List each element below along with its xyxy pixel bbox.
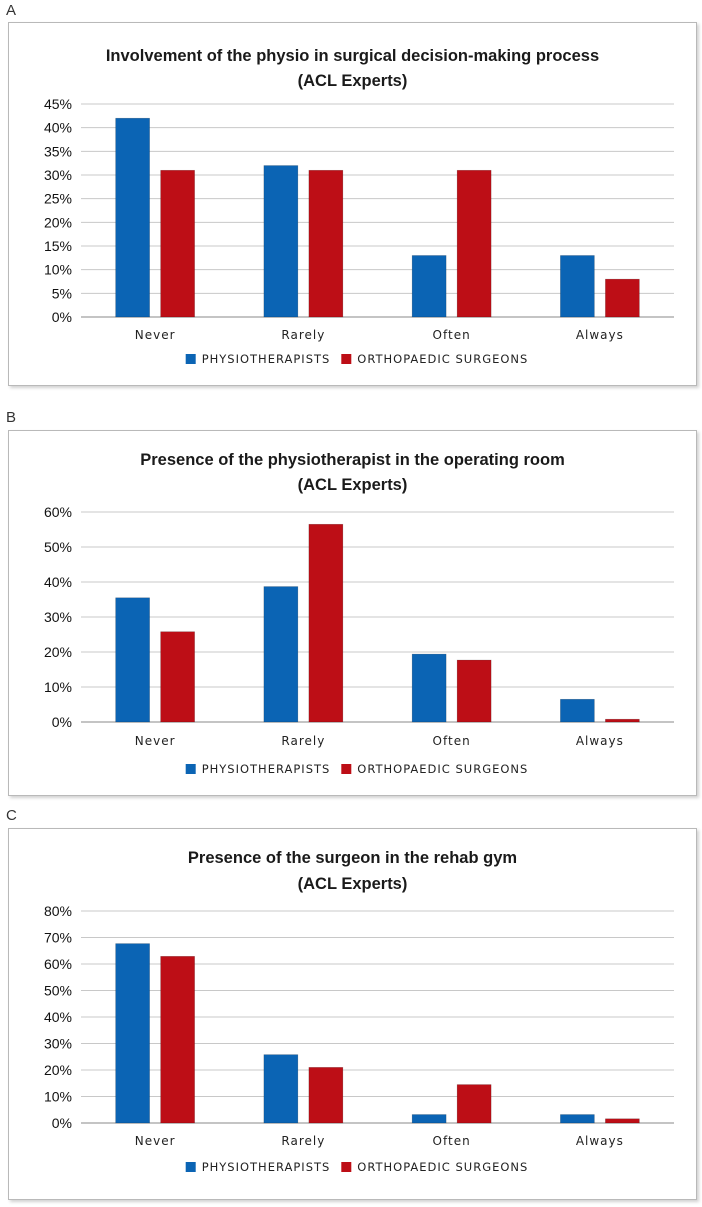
bar-orthopaedic-surgeons-often: [456, 1084, 492, 1124]
chart-subtitle: (ACL Experts): [298, 72, 408, 90]
y-tick-label: 80%: [44, 903, 72, 919]
chart-title: Involvement of the physio in surgical de…: [106, 47, 599, 65]
bar-orthopaedic-surgeons-rarely: [308, 1067, 344, 1124]
x-category-label: Always: [576, 328, 624, 342]
bar-physiotherapists-never: [115, 597, 150, 723]
y-tick-label: 70%: [44, 930, 72, 946]
y-tick-label: 60%: [44, 956, 72, 972]
x-category-label: Rarely: [281, 1134, 325, 1148]
y-tick-label: 20%: [44, 214, 72, 230]
bar-orthopaedic-surgeons-often: [456, 659, 492, 723]
y-tick-label: 0%: [52, 714, 72, 730]
y-tick-label: 5%: [52, 285, 72, 301]
bar-orthopaedic-surgeons-never: [160, 956, 195, 1124]
bar-orthopaedic-surgeons-always: [605, 278, 640, 318]
y-tick-label: 40%: [44, 120, 72, 136]
y-tick-label: 20%: [44, 1062, 72, 1078]
legend-swatch-orthopaedic-surgeons: [341, 354, 352, 364]
legend-label-physiotherapists: PHYSIOTHERAPISTS: [202, 762, 331, 776]
legend-swatch-physiotherapists: [185, 354, 196, 364]
bar-physiotherapists-never: [115, 943, 150, 1124]
x-category-label: Often: [433, 328, 471, 342]
x-category-label: Often: [433, 734, 471, 748]
y-tick-label: 0%: [52, 1115, 72, 1131]
chart-frame-c: Presence of the surgeon in the rehab gym…: [8, 828, 697, 1200]
bar-physiotherapists-often: [411, 653, 447, 723]
y-tick-label: 30%: [44, 609, 72, 625]
y-tick-label: 30%: [44, 1036, 72, 1052]
legend-swatch-orthopaedic-surgeons: [341, 1162, 352, 1172]
bar-orthopaedic-surgeons-always: [605, 1118, 640, 1124]
bar-orthopaedic-surgeons-never: [160, 631, 195, 723]
y-tick-label: 50%: [44, 983, 72, 999]
bar-physiotherapists-always: [560, 1114, 595, 1124]
y-tick-label: 10%: [44, 1089, 72, 1105]
x-category-label: Never: [135, 1134, 176, 1148]
x-category-label: Rarely: [281, 734, 325, 748]
legend-label-orthopaedic-surgeons: ORTHOPAEDIC SURGEONS: [357, 352, 528, 366]
bar-orthopaedic-surgeons-never: [160, 169, 195, 318]
legend-swatch-physiotherapists: [185, 764, 196, 774]
panel-label-c: C: [6, 807, 17, 824]
bar-physiotherapists-rarely: [263, 165, 299, 318]
y-tick-label: 45%: [44, 96, 72, 112]
x-category-label: Often: [433, 1134, 471, 1148]
y-tick-label: 0%: [52, 309, 72, 325]
chart-subtitle: (ACL Experts): [298, 875, 408, 893]
x-category-label: Never: [135, 328, 176, 342]
y-tick-label: 25%: [44, 191, 72, 207]
y-tick-label: 40%: [44, 574, 72, 590]
y-tick-label: 40%: [44, 1009, 72, 1025]
x-category-label: Rarely: [281, 328, 325, 342]
bar-physiotherapists-always: [560, 698, 595, 723]
y-tick-label: 30%: [44, 167, 72, 183]
y-tick-label: 50%: [44, 539, 72, 555]
y-tick-label: 10%: [44, 262, 72, 278]
y-tick-label: 15%: [44, 238, 72, 254]
chart-subtitle: (ACL Experts): [298, 476, 408, 494]
y-tick-label: 35%: [44, 143, 72, 159]
bar-orthopaedic-surgeons-rarely: [308, 169, 344, 318]
chart-frame-b: Presence of the physiotherapist in the o…: [8, 430, 697, 796]
legend-swatch-physiotherapists: [185, 1162, 196, 1172]
bar-physiotherapists-often: [411, 1114, 447, 1124]
bar-orthopaedic-surgeons-often: [456, 169, 492, 318]
x-category-label: Never: [135, 734, 176, 748]
y-tick-label: 60%: [44, 504, 72, 520]
y-tick-label: 10%: [44, 679, 72, 695]
bar-orthopaedic-surgeons-rarely: [308, 523, 344, 723]
chart-frame-a: Involvement of the physio in surgical de…: [8, 22, 697, 386]
legend-label-physiotherapists: PHYSIOTHERAPISTS: [202, 352, 331, 366]
panel-label-a: A: [6, 2, 17, 19]
chart-b: Presence of the physiotherapist in the o…: [44, 451, 674, 776]
chart-a: Involvement of the physio in surgical de…: [44, 47, 674, 366]
y-tick-label: 20%: [44, 644, 72, 660]
chart-title: Presence of the surgeon in the rehab gym: [188, 849, 517, 867]
bar-physiotherapists-rarely: [263, 1054, 299, 1124]
bar-orthopaedic-surgeons-always: [605, 718, 640, 723]
chart-title: Presence of the physiotherapist in the o…: [140, 451, 565, 469]
panel-label-b: B: [6, 409, 17, 426]
bar-physiotherapists-often: [411, 255, 447, 318]
chart-c: Presence of the surgeon in the rehab gym…: [44, 849, 674, 1174]
x-category-label: Always: [576, 734, 624, 748]
legend-swatch-orthopaedic-surgeons: [341, 764, 352, 774]
legend-label-orthopaedic-surgeons: ORTHOPAEDIC SURGEONS: [357, 762, 528, 776]
bar-physiotherapists-rarely: [263, 586, 299, 723]
bar-physiotherapists-always: [560, 255, 595, 318]
bar-physiotherapists-never: [115, 117, 150, 318]
legend-label-physiotherapists: PHYSIOTHERAPISTS: [202, 1160, 331, 1174]
x-category-label: Always: [576, 1134, 624, 1148]
legend-label-orthopaedic-surgeons: ORTHOPAEDIC SURGEONS: [357, 1160, 528, 1174]
